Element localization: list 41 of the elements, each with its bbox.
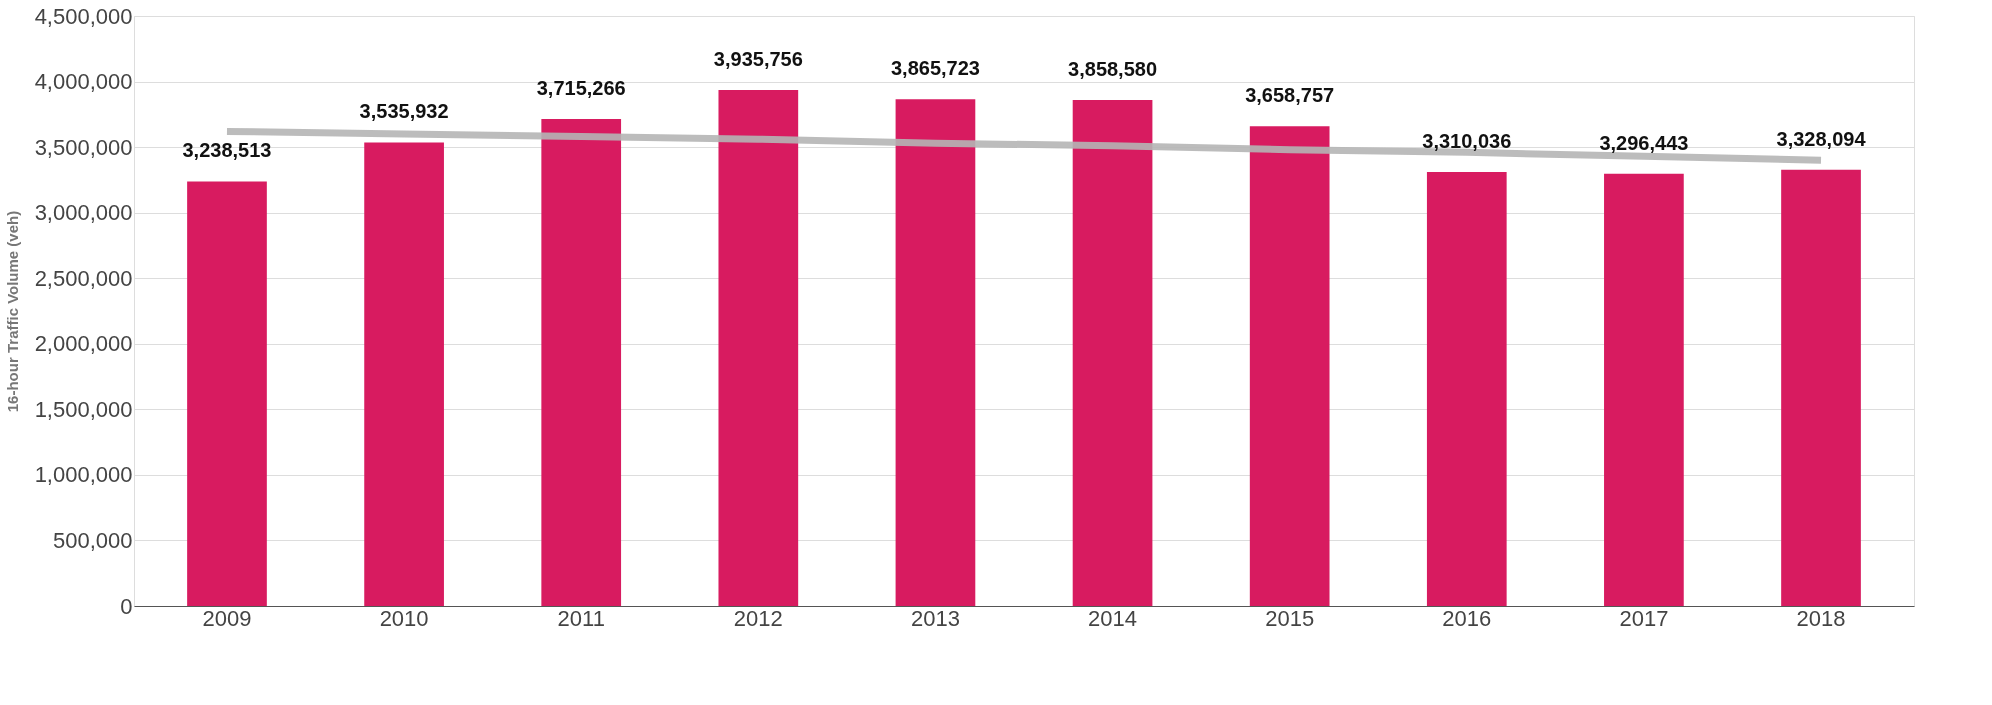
x-tick-label: 2018: [1796, 605, 1846, 631]
data-label: 3,715,266: [536, 76, 626, 99]
y-tick-label: 4,500,000: [34, 3, 133, 29]
y-tick-label: 4,000,000: [34, 69, 133, 95]
data-label: 3,658,757: [1245, 84, 1335, 107]
bar: [364, 142, 444, 606]
y-tick-label: 1,000,000: [34, 462, 133, 488]
bar: [895, 99, 976, 606]
x-tick-label: 2009: [202, 605, 252, 631]
x-tick-label: 2015: [1265, 605, 1315, 631]
x-tick-label: 2011: [557, 605, 605, 631]
data-label: 3,935,756: [713, 47, 803, 70]
y-tick-label: 2,500,000: [34, 265, 133, 291]
bar: [1426, 172, 1507, 606]
data-label: 3,865,723: [890, 57, 980, 80]
y-tick-label: 3,500,000: [34, 134, 133, 160]
data-label: 3,310,036: [1422, 130, 1512, 153]
bar: [1604, 173, 1684, 606]
data-label: 3,296,443: [1599, 131, 1689, 154]
data-label: 3,858,580: [1068, 58, 1158, 81]
bar: [541, 118, 622, 606]
x-tick-label: 2012: [733, 605, 783, 631]
y-tick-label: 2,000,000: [34, 331, 133, 357]
data-label: 3,535,932: [359, 100, 449, 123]
x-tick-label: 2016: [1442, 605, 1492, 631]
bar: [1249, 126, 1330, 606]
x-tick-label: 2010: [379, 605, 429, 631]
data-label: 3,238,513: [182, 139, 272, 162]
y-axis-title: 16-hour Traffic Volume (veh): [3, 210, 21, 413]
y-tick-label: 3,000,000: [34, 200, 133, 226]
bar: [718, 89, 799, 606]
y-tick-label: 500,000: [52, 527, 133, 553]
bar: [187, 181, 267, 606]
x-tick-label: 2013: [910, 605, 960, 631]
y-tick-label: 0: [120, 593, 133, 619]
data-label: 3,328,094: [1776, 127, 1867, 150]
bar: [1781, 169, 1861, 606]
bar: [1072, 100, 1153, 606]
y-tick-label: 1,500,000: [34, 396, 133, 422]
x-tick-label: 2017: [1619, 605, 1669, 631]
x-tick-label: 2014: [1088, 605, 1138, 631]
